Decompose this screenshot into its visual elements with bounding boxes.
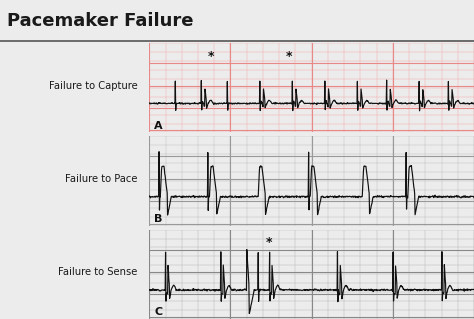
Text: Pacemaker Failure: Pacemaker Failure (7, 12, 193, 30)
Text: Failure to Capture: Failure to Capture (49, 81, 137, 91)
Text: B: B (154, 214, 163, 224)
Text: Failure to Sense: Failure to Sense (58, 268, 137, 278)
Text: Failure to Pace: Failure to Pace (65, 174, 137, 184)
Text: *: * (286, 50, 292, 63)
Text: A: A (154, 121, 163, 131)
Text: *: * (266, 236, 273, 249)
Text: *: * (208, 50, 214, 63)
Text: C: C (154, 308, 162, 317)
